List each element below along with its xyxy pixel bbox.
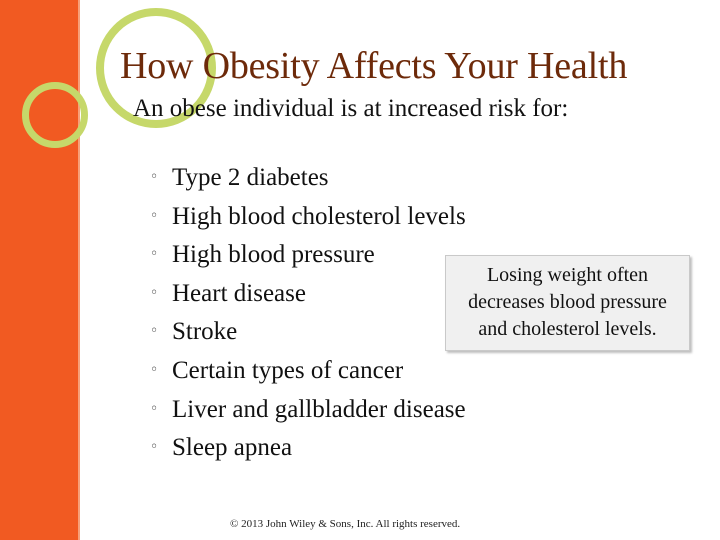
sub-bullet-icon: ◦ xyxy=(150,207,159,224)
risk-label: High blood pressure xyxy=(172,241,375,269)
sub-bullet-icon: ◦ xyxy=(150,246,159,263)
list-item: ◦ Heart disease xyxy=(150,274,466,313)
list-item: ◦ Certain types of cancer xyxy=(150,351,466,390)
left-accent-bar xyxy=(0,0,78,540)
callout-line: Losing weight often xyxy=(486,264,649,286)
callout-box: Losing weight often decreases blood pres… xyxy=(445,255,690,351)
list-item: ◦ High blood pressure xyxy=(150,235,466,274)
decorative-ring-small xyxy=(22,82,88,148)
list-item: ◦ High blood cholesterol levels xyxy=(150,197,466,236)
sub-bullet-icon: ◦ xyxy=(150,439,159,456)
risk-list: ◦ Type 2 diabetes ◦ High blood cholesterol… xyxy=(150,158,466,467)
intro-text: An obese individual is at increased risk… xyxy=(133,95,569,122)
decorative-ring-large xyxy=(96,8,216,128)
risk-label: Stroke xyxy=(172,318,238,346)
copyright-footer: © 2013 John Wiley & Sons, Inc. All right… xyxy=(230,518,461,530)
sub-bullet-icon: ◦ xyxy=(150,284,159,301)
sub-bullet-icon: ◦ xyxy=(150,323,159,340)
slide-title: How Obesity Affects Your Health xyxy=(120,45,628,87)
risk-label: Certain types of cancer xyxy=(172,356,404,384)
risk-label: Heart disease xyxy=(172,279,306,307)
callout-line: decreases blood pressure xyxy=(468,291,667,313)
list-item: ◦ Stroke xyxy=(150,312,466,351)
list-item: ◦ Liver and gallbladder disease xyxy=(150,390,466,429)
risk-label: High blood cholesterol levels xyxy=(172,202,466,230)
list-item: ◦ Sleep apnea xyxy=(150,428,466,467)
sub-bullet-icon: ◦ xyxy=(150,361,159,378)
callout-line: and cholesterol levels. xyxy=(478,318,657,340)
list-item: ◦ Type 2 diabetes xyxy=(150,158,466,197)
risk-label: Liver and gallbladder disease xyxy=(172,395,466,423)
risk-label: Type 2 diabetes xyxy=(172,164,329,191)
left-accent-bar-edge xyxy=(78,0,80,540)
risk-label: Sleep apnea xyxy=(172,434,293,462)
intro-line: An obese individual is at increased risk… xyxy=(133,95,568,123)
sub-bullet-icon: ◦ xyxy=(150,169,159,185)
sub-bullet-icon: ◦ xyxy=(150,400,159,417)
